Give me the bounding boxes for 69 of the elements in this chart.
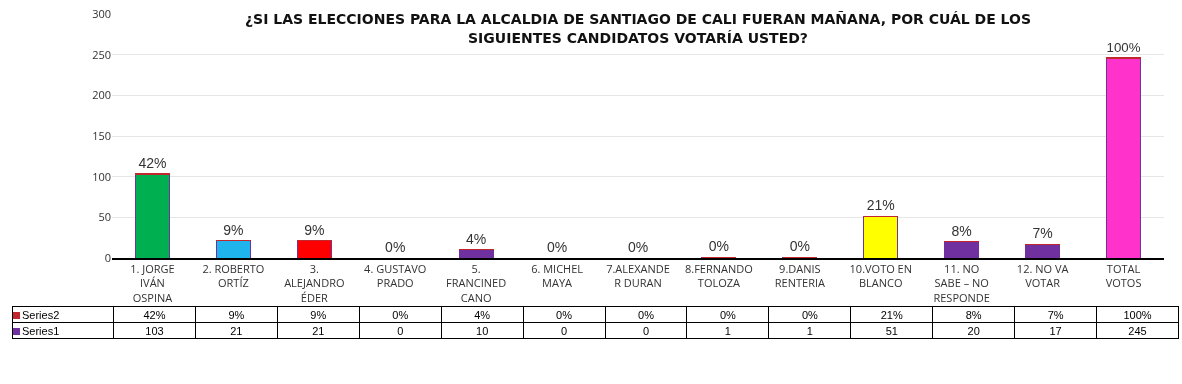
data-label: 0: [523, 322, 606, 339]
y-tick-label: 150: [92, 127, 111, 143]
data-label: 10: [441, 322, 524, 339]
y-tick-label: 0: [104, 249, 111, 265]
data-label: 0%: [359, 306, 442, 323]
x-tick-label: 11. NO SABE – NO RESPONDE: [933, 260, 990, 305]
text: 21%: [866, 197, 895, 214]
data-label: 0%: [768, 306, 851, 323]
text: 0%: [627, 239, 649, 255]
data-label: 0%: [523, 306, 606, 323]
text: 100%: [1106, 40, 1141, 56]
data-label: 245: [1096, 322, 1179, 339]
data-label: 20: [932, 322, 1015, 339]
x-tick-label: 6. MICHEL MAYA: [531, 260, 584, 291]
data-label: 0: [605, 322, 687, 339]
text: 42%: [138, 154, 167, 171]
data-label: 1: [686, 322, 769, 339]
x-tick-label: 10.VOTO EN BLANCO: [849, 260, 912, 291]
bar: [134, 173, 170, 258]
x-tick-label: 7.ALEXANDER DURAN: [606, 260, 670, 291]
bar: [296, 240, 332, 258]
data-label: 100%: [1096, 306, 1179, 323]
text: 7%: [1032, 225, 1053, 242]
y-tick-label: 300: [92, 5, 111, 21]
data-label: 9%: [277, 306, 360, 323]
data-label: 0%: [686, 306, 769, 323]
x-tick-label: 8.FERNANDO TOLOZA: [685, 260, 753, 291]
text: 0%: [546, 239, 568, 255]
data-label: 42%: [113, 306, 196, 323]
y-tick-label: 200: [92, 87, 111, 103]
text: 8%: [951, 222, 972, 239]
x-tick-label: 3. ALEJANDRO ÉDER: [284, 260, 345, 305]
data-label: 51: [850, 322, 933, 339]
data-label: 103: [113, 322, 196, 339]
bar: [1025, 243, 1061, 258]
y-tick-label: 100: [92, 168, 111, 184]
text: 9%: [304, 221, 325, 238]
y-tick-label: 250: [92, 46, 111, 62]
x-tick-label: 2. ROBERTO ORTÍZ: [202, 260, 265, 291]
bar: [944, 241, 980, 258]
data-label: 21: [277, 322, 360, 339]
x-tick-label: 1. JORGE IVÁN OSPINA: [130, 260, 175, 305]
x-tick-label: 4. GUSTAVO PRADO: [364, 260, 427, 291]
text: ¿SI LAS ELECCIONES PARA LA ALCALDIA DE SANTIAGO DE CALI FUERAN MAÑANA, POR CUÁL DE LOS SIGUIENTES CANDIDATOS VOTARÍA USTED?: [244, 11, 1032, 46]
legend-label: Series2: [12, 306, 114, 323]
data-label: 7%: [1014, 306, 1097, 323]
bar: [863, 216, 899, 258]
x-tick-label: TOTAL VOTOS: [1105, 260, 1142, 291]
x-tick-label: 12. NO VA VOTAR: [1016, 260, 1069, 291]
bar: [1106, 58, 1142, 258]
data-label: 0: [359, 322, 442, 339]
data-label: 0%: [605, 306, 687, 323]
text: 0%: [708, 238, 730, 255]
data-label: 21%: [850, 306, 933, 323]
data-label: 4%: [441, 306, 524, 323]
text: 0%: [789, 238, 810, 255]
legend-label: Series1: [12, 322, 114, 339]
x-tick-label: 5. FRANCINED CANO: [446, 260, 507, 305]
data-label: 9%: [195, 306, 278, 323]
x-tick-label: 9.DANIS RENTERIA: [774, 260, 825, 291]
data-label: 8%: [932, 306, 1015, 323]
bar: [215, 240, 251, 258]
text: 4%: [466, 230, 487, 247]
data-label: 17: [1014, 322, 1097, 339]
data-label: 1: [768, 322, 851, 339]
text: 0%: [385, 239, 406, 255]
text: 9%: [223, 221, 244, 238]
y-tick-label: 50: [98, 209, 111, 225]
data-label: 21: [195, 322, 278, 339]
